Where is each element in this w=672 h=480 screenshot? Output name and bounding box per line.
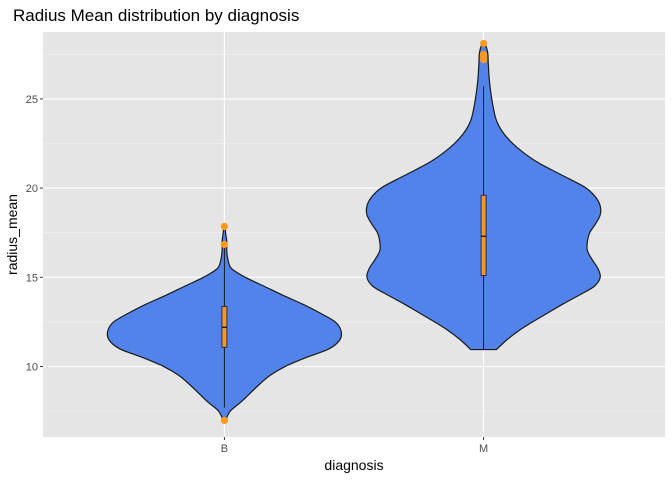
x-tick-label: B [221,443,228,455]
outlier-point [220,416,229,425]
outlier-layer [220,39,488,425]
y-axis: 10 15 20 25 [26,94,43,374]
x-axis-title: diagnosis [324,457,383,473]
x-tick-label: M [479,443,488,455]
boxplot-layer [221,86,487,408]
outlier-point [479,50,488,58]
chart-title: Radius Mean distribution by diagnosis [13,6,299,25]
outlier-point [220,222,229,231]
outlier-point [479,39,488,48]
y-tick-label: 10 [26,362,38,374]
outlier-point [220,240,229,249]
box-M [480,194,487,276]
y-tick-label: 20 [26,183,38,195]
y-tick-label: 15 [26,272,38,284]
y-axis-title: radius_mean [4,194,20,275]
y-tick-label: 25 [26,94,38,106]
